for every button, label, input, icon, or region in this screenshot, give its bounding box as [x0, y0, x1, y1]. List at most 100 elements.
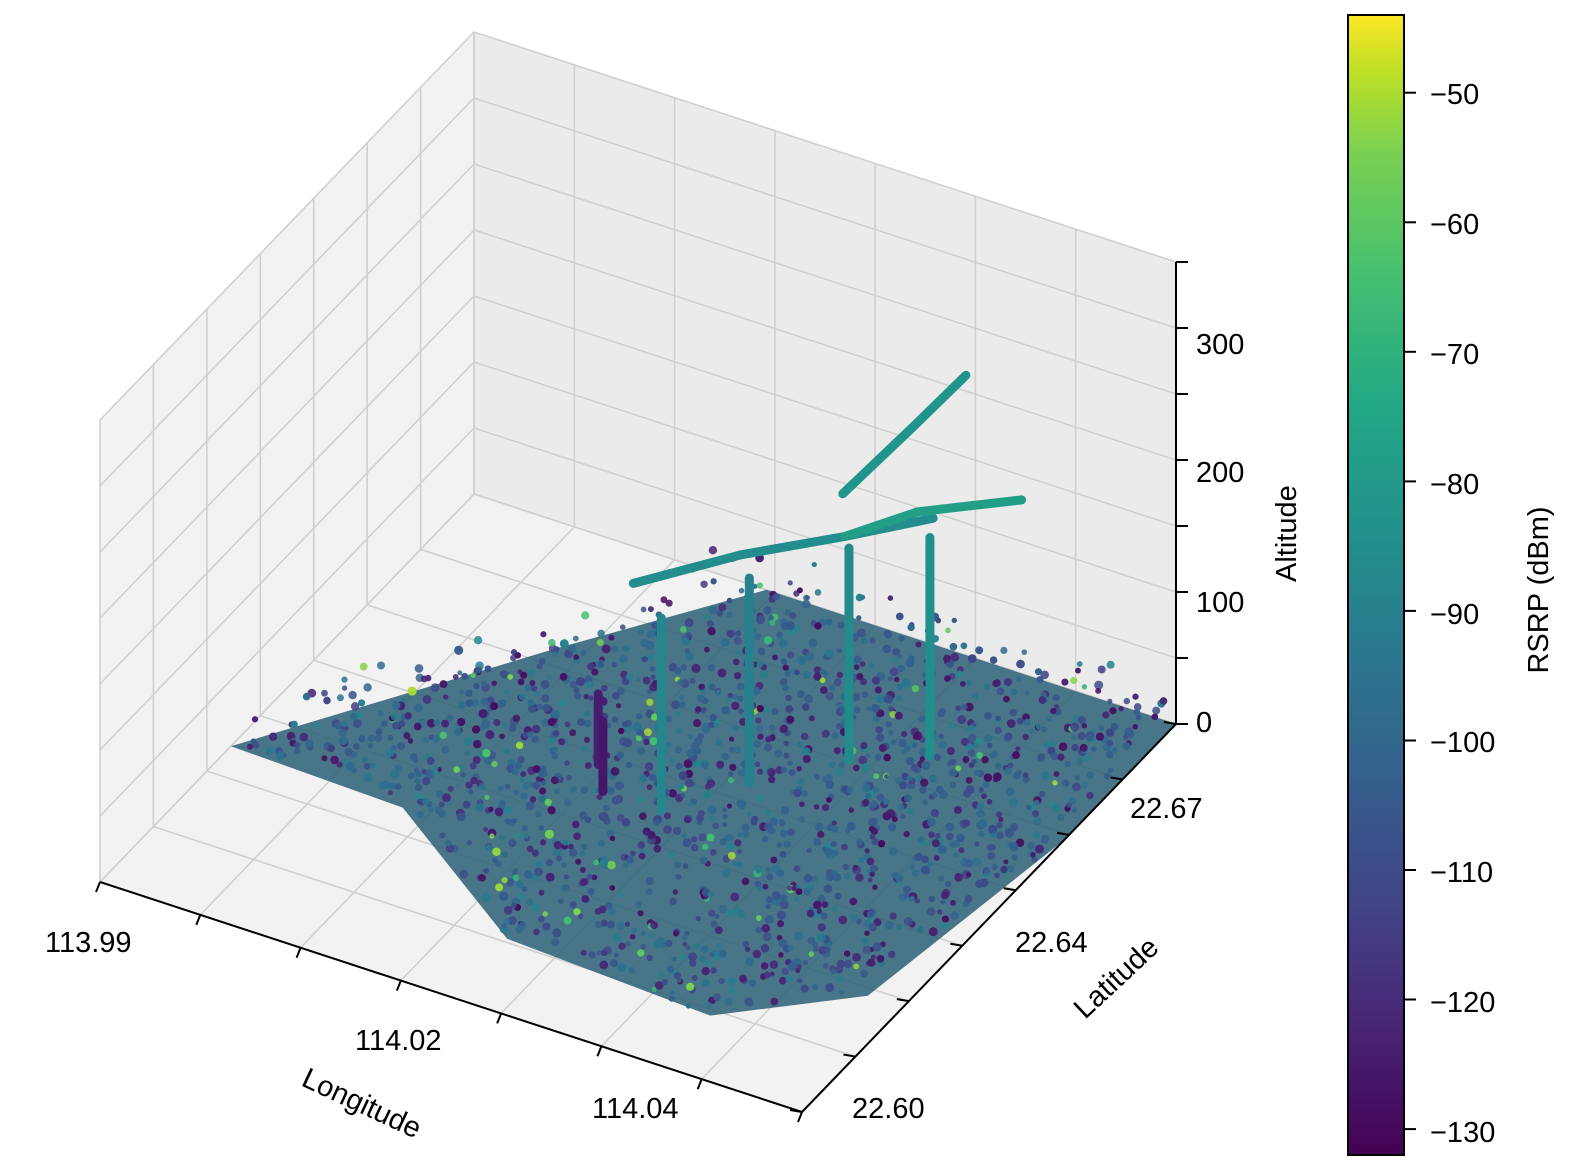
- scatter-point: [580, 649, 587, 656]
- scatter-point: [843, 872, 851, 880]
- scatter-point: [1058, 742, 1068, 751]
- scatter-point: [1135, 714, 1142, 721]
- scatter-point: [1009, 797, 1018, 807]
- scatter-point: [482, 893, 491, 903]
- scatter-point: [1095, 732, 1104, 741]
- scatter-point: [917, 836, 925, 843]
- scatter-point: [707, 627, 716, 636]
- scatter-point: [836, 671, 843, 679]
- scatter-point: [530, 796, 537, 803]
- grid-line: [99, 295, 1177, 685]
- scatter-point: [779, 829, 788, 838]
- scatter-point: [616, 687, 625, 695]
- scatter-point: [575, 858, 582, 865]
- scatter-point: [625, 672, 634, 681]
- scatter-point: [825, 618, 833, 626]
- scatter-point: [710, 967, 717, 974]
- scatter-point: [684, 778, 694, 788]
- scatter-point: [724, 997, 733, 1006]
- scatter-point: [888, 950, 896, 959]
- scatter-point: [1010, 688, 1018, 696]
- scatter-point: [1074, 775, 1080, 781]
- scatter-point: [803, 670, 811, 679]
- x-tick-label: 114.04: [592, 1093, 679, 1125]
- scatter-point: [764, 823, 772, 832]
- scatter-point: [665, 599, 673, 607]
- scatter-point: [784, 671, 791, 677]
- scatter-point: [1112, 747, 1118, 753]
- scatter-point: [994, 872, 1000, 879]
- scatter-point: [909, 896, 915, 902]
- scatter-point: [996, 811, 1003, 818]
- scatter-point: [1094, 680, 1104, 690]
- scatter-point: [715, 739, 723, 746]
- scatter-point: [866, 705, 872, 711]
- scatter-point: [934, 833, 941, 839]
- scatter-point: [1022, 733, 1029, 741]
- scatter-point: [802, 755, 811, 763]
- scatter-point: [769, 960, 778, 969]
- scatter-point: [499, 891, 509, 901]
- scatter-point: [876, 955, 885, 963]
- scatter-point: [995, 762, 1002, 769]
- scatter-point: [545, 872, 555, 882]
- scatter-point: [562, 839, 569, 846]
- scatter-point: [860, 678, 867, 686]
- scatter-point: [459, 689, 465, 695]
- scatter-point: [538, 770, 547, 778]
- scatter-point: [876, 793, 885, 802]
- scatter-point: [908, 655, 915, 662]
- x-axis-line: [99, 881, 803, 1113]
- scatter-point: [915, 775, 922, 782]
- scatter-point: [536, 703, 543, 711]
- scatter-point: [250, 738, 257, 745]
- flight-path-line: [840, 495, 1027, 541]
- grid-line: [99, 427, 1177, 817]
- scatter-point: [855, 873, 864, 882]
- scatter-point: [501, 851, 509, 858]
- scatter-point: [772, 593, 780, 601]
- scatter-point: [941, 915, 949, 923]
- scatter-point: [766, 896, 774, 904]
- scatter-point: [363, 772, 373, 782]
- scatter-point: [939, 707, 946, 715]
- scatter-point: [756, 794, 765, 802]
- scatter-point: [1053, 704, 1059, 710]
- scatter-point: [826, 797, 832, 803]
- scatter-point: [1040, 835, 1050, 844]
- scatter-point: [428, 807, 434, 813]
- scatter-point: [940, 899, 946, 905]
- scatter-point: [615, 781, 624, 791]
- scatter-point: [719, 838, 728, 846]
- scatter-point: [862, 799, 870, 807]
- grid-line: [99, 163, 1177, 553]
- scatter-point: [870, 954, 877, 960]
- scatter-point: [798, 815, 806, 823]
- scatter-point: [680, 626, 687, 633]
- scatter-point: [594, 921, 602, 929]
- scatter-point: [1047, 716, 1053, 722]
- scatter-point: [1071, 734, 1077, 741]
- scatter-point: [955, 765, 962, 772]
- scatter-point: [706, 620, 715, 628]
- scatter-point: [967, 748, 976, 757]
- flight-path-line: [838, 370, 971, 499]
- scatter-point: [321, 689, 328, 697]
- scatter-point: [950, 911, 959, 920]
- scatter-point: [616, 751, 624, 759]
- scatter-point: [551, 776, 559, 785]
- scatter-point: [727, 851, 736, 860]
- scatter-point: [712, 822, 719, 830]
- scatter-point: [1015, 746, 1021, 752]
- scatter-point: [825, 843, 832, 849]
- scatter-point: [765, 903, 771, 909]
- scatter-point: [558, 898, 564, 905]
- scatter-point: [962, 756, 970, 763]
- scatter-point: [764, 915, 774, 924]
- scatter-point: [871, 676, 881, 685]
- scatter-point: [795, 888, 803, 895]
- scatter-point: [976, 809, 985, 818]
- scatter-point: [869, 871, 875, 877]
- scatter-point: [1050, 752, 1058, 760]
- scatter-point: [508, 724, 517, 732]
